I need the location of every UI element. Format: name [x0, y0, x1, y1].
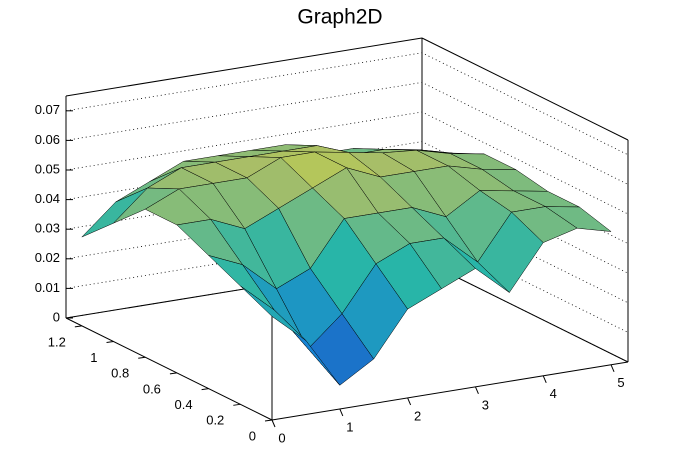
y-tick: [74, 325, 82, 328]
x-tick-label: 4: [550, 386, 557, 401]
y-tick-label: 1: [90, 350, 97, 365]
grid-line: [65, 52, 629, 156]
x-tick-label: 2: [414, 408, 421, 423]
z-tick-label: 0.04: [35, 191, 60, 206]
surface-cell: [240, 285, 307, 341]
y-tick-label: 0.8: [111, 366, 129, 381]
y-tick: [264, 419, 273, 422]
x-tick: [474, 386, 479, 395]
x-axis: [271, 361, 629, 421]
y-tick-label: 0.6: [143, 381, 161, 396]
box-edge: [421, 37, 629, 141]
chart-title: Graph2D: [297, 6, 382, 29]
z-tick-label: 0.05: [35, 161, 60, 176]
x-tick-label: 3: [482, 397, 489, 412]
z-tick-label: 0.03: [35, 221, 60, 236]
x-tick: [407, 397, 412, 406]
z-tick-label: 0.01: [35, 280, 60, 295]
y-tick: [169, 372, 177, 375]
y-tick: [106, 341, 114, 344]
y-tick-label: 1.2: [48, 334, 66, 349]
y-axis: [65, 317, 273, 421]
x-tick-label: 5: [617, 375, 624, 390]
x-tick-label: 0: [278, 430, 285, 445]
y-tick-label: 0.4: [175, 397, 193, 412]
z-tick-label: 0: [53, 309, 60, 324]
x-tick: [610, 364, 615, 372]
grid-line: [65, 81, 629, 185]
z-tick-label: 0.06: [35, 132, 60, 147]
grid-line: [65, 111, 629, 215]
y-tick-label: 0.2: [206, 413, 224, 428]
y-tick: [233, 403, 241, 406]
box-edge: [65, 37, 423, 97]
y-tick: [138, 356, 146, 359]
x-tick: [271, 419, 276, 428]
x-tick: [542, 375, 547, 384]
y-tick-label: 0: [249, 428, 256, 443]
x-tick: [339, 408, 344, 417]
x-tick-label: 1: [346, 419, 353, 434]
y-tick: [201, 388, 209, 391]
z-tick-label: 0.07: [35, 102, 60, 117]
z-tick-label: 0.02: [35, 250, 60, 265]
